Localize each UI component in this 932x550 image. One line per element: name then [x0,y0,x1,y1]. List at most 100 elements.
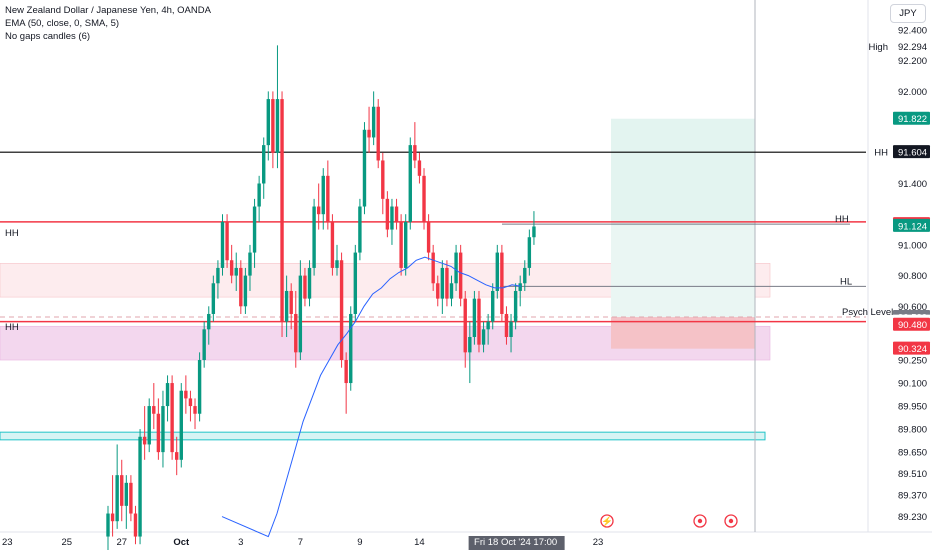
candle-body [335,260,339,268]
candle [491,283,495,330]
candle [275,45,280,169]
candle [523,260,527,291]
candle-body [294,313,298,353]
candle-body [307,267,312,299]
price-tag-label: 91.822 [898,114,927,125]
candle [381,152,385,215]
candle [193,398,197,430]
price-tick-label: 90.800 [898,271,927,282]
candle-body [527,237,532,268]
candle [527,229,532,276]
candle [248,244,252,291]
candle [184,375,188,414]
candle [147,398,151,453]
candle-body [156,413,161,453]
candle-body [339,260,344,361]
candle-body [431,252,435,284]
candle [362,122,367,215]
candle-body [165,383,170,407]
candle [110,475,115,537]
time-tick-label: 3 [238,537,243,548]
candle-body [234,267,238,276]
candle [385,191,390,238]
candle-body [266,99,270,146]
candle-body [376,106,380,161]
position-target-zone [611,118,755,226]
candle [436,275,440,307]
candle [417,152,422,184]
candle [207,306,211,345]
candle [266,91,270,161]
candle [133,505,138,545]
price-tick-label: 90.250 [898,356,927,367]
candle-body [404,221,408,268]
candle [486,313,490,345]
candle-body [513,290,518,322]
candle-body [142,436,147,445]
candle-body [449,283,454,299]
annotation-right: HL [840,276,852,287]
candle-body [115,475,119,522]
candle-body [362,129,367,207]
candle [321,168,325,230]
price-tag-bg [893,145,930,159]
candle [188,390,193,422]
ema-indicator-label[interactable]: EMA (50, close, 0, SMA, 5) [5,18,120,29]
candle [500,244,504,322]
candle [339,252,344,368]
price-tick-label: 90.600 [898,302,927,313]
candle-body [385,198,390,230]
candle [156,398,161,460]
candle [115,444,119,529]
candle-body [110,513,115,522]
candle [349,306,353,391]
price-tick-label: 91.400 [898,179,927,190]
price-tick-label: 92.000 [898,87,927,98]
annotation-left: HH [5,322,19,333]
price-tag-label: 90.324 [898,344,927,355]
candle [358,198,362,261]
candle-body [509,321,513,337]
event-dot [697,518,703,524]
ema-line [221,256,521,538]
price-tag-label: 91.604 [898,148,927,159]
price-tag-title: High [868,42,888,53]
candle-body [197,360,202,414]
flash-event-icon[interactable] [600,514,614,528]
candle [294,290,298,368]
time-tick-label: 27 [116,537,127,548]
candle [179,383,183,468]
candle-body [349,313,353,384]
gaps-indicator-label[interactable]: No gaps candles (6) [5,31,91,42]
candle-body [262,145,266,184]
candle [257,175,261,222]
candle [243,267,248,314]
candle-body [436,283,440,299]
candle [426,214,431,261]
candle-body [445,267,449,299]
candle [106,505,110,550]
price-tick-label: 89.800 [898,425,927,436]
price-tick-label: 89.370 [898,491,927,502]
candle [449,275,454,307]
candle-body [371,106,376,138]
candle-body [120,475,124,506]
candle-body [523,267,527,284]
candle-body [147,406,151,445]
time-tick-label: Oct [173,537,190,548]
candle-body [422,175,426,222]
candle-body [330,221,335,268]
currency-button[interactable]: JPY [890,4,926,23]
price-tag-title: HH [874,148,888,159]
candle [472,290,477,345]
price-tag-label: 90.480 [898,320,927,331]
position-entry-zone [611,225,755,318]
candle-body [358,206,362,253]
candle [152,383,156,430]
candle [330,214,335,276]
time-label-bg [468,536,565,550]
candle-body [491,290,495,322]
candle-body [229,260,234,276]
candle-body [239,267,243,307]
